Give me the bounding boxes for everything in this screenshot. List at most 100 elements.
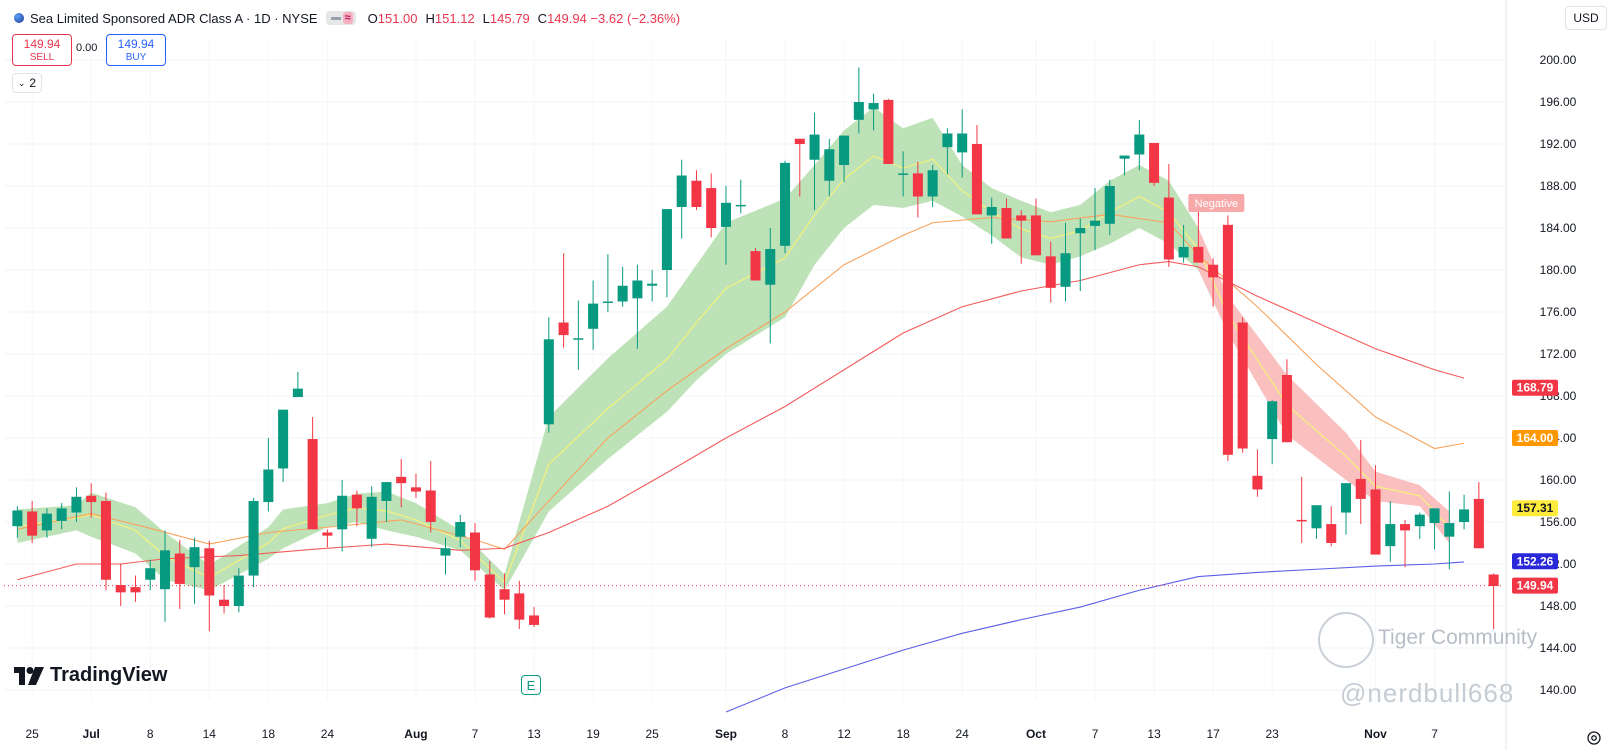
candle	[1281, 359, 1292, 443]
price-tick-label: 196.00	[1540, 95, 1577, 109]
candle-body	[602, 301, 613, 303]
candlesticks	[12, 67, 1499, 632]
negative-flag-label: Negative	[1195, 198, 1238, 210]
candle	[12, 506, 23, 538]
price-label-box	[1512, 577, 1558, 594]
price-axis: 200.00 196.00 192.00 188.00 184.00 180.00 176.…	[1505, 0, 1577, 750]
tradingview-mark-icon	[14, 666, 44, 685]
time-tick-label: Oct	[1026, 727, 1046, 741]
price-tick-label: 176.00	[1540, 305, 1577, 319]
settings-icon[interactable]	[1584, 728, 1604, 748]
ohlc-close-key: C	[537, 10, 548, 26]
price-tick-label: 148.00	[1540, 599, 1577, 613]
candle-body	[765, 249, 776, 285]
candle	[676, 159, 687, 239]
candle	[1178, 224, 1189, 263]
time-tick-label: 24	[321, 727, 335, 741]
candle-body	[1370, 489, 1381, 555]
candle	[957, 109, 968, 178]
candle	[1208, 258, 1219, 307]
candle-body	[853, 102, 864, 120]
ohlc-close-value: 149.94 −3.62 (−2.36%)	[547, 10, 681, 26]
candle-body	[366, 496, 377, 539]
candle-body	[1104, 186, 1115, 224]
candle	[927, 165, 938, 207]
candle-body	[292, 388, 303, 398]
candle	[1444, 491, 1455, 570]
candle-body	[71, 496, 82, 513]
candle-body	[1340, 483, 1352, 513]
candle	[233, 568, 244, 613]
candle	[189, 537, 200, 604]
time-tick-label: 24	[955, 727, 969, 741]
candle	[27, 501, 38, 543]
candle-body	[647, 283, 658, 286]
candle	[410, 473, 421, 498]
candle-body	[824, 149, 835, 181]
tradingview-logo[interactable]: TradingView	[14, 664, 167, 687]
time-tick-label: Nov	[1364, 727, 1387, 741]
candle-body	[130, 587, 141, 593]
candle	[1090, 188, 1101, 251]
tradingview-wordmark: TradingView	[50, 664, 168, 686]
buy-button[interactable]: 149.94 BUY	[106, 34, 166, 66]
candle-body	[115, 585, 126, 593]
price-label: 168.79	[1517, 381, 1554, 395]
symbol-legend[interactable]: Sea Limited Sponsored ADR Class A · 1D ·…	[14, 8, 684, 28]
price-label: 164.00	[1517, 431, 1554, 445]
candle	[514, 580, 525, 630]
candle-body	[469, 532, 481, 571]
candle-body	[307, 439, 318, 530]
candle	[1163, 163, 1174, 267]
candle	[1119, 155, 1130, 176]
candle	[1385, 501, 1396, 562]
ohlc-open-value: 151.00	[377, 10, 418, 26]
candle	[1267, 400, 1278, 465]
candle	[1001, 198, 1012, 239]
candle	[912, 161, 923, 218]
candle	[1326, 506, 1337, 547]
indicators-toggle[interactable]: ⌄ 2	[12, 73, 42, 93]
candle-body	[750, 251, 761, 281]
time-tick-label: 13	[527, 727, 541, 741]
candle	[588, 280, 599, 350]
candle-body	[1444, 523, 1455, 537]
candle-body	[278, 409, 289, 469]
candle-body	[337, 495, 348, 530]
candle	[1104, 179, 1115, 236]
candle-body	[425, 490, 436, 522]
candle	[307, 417, 318, 530]
candle	[351, 490, 362, 527]
time-tick-label: 18	[896, 727, 910, 741]
sell-label: SELL	[29, 52, 55, 63]
candle	[381, 482, 392, 522]
candle	[853, 67, 864, 134]
symbol-title[interactable]: Sea Limited Sponsored ADR Class A · 1D ·…	[30, 10, 318, 26]
buy-price: 149.94	[117, 37, 155, 51]
candle-body	[219, 599, 230, 606]
time-axis: 25 Jul 8 14 18 24 Aug 7 13 19 25 Sep 8 12 18 24 Oct 7 13 17…	[25, 727, 1438, 741]
candle-body	[440, 548, 451, 556]
candle-body	[1134, 134, 1145, 155]
currency-button[interactable]: USD	[1565, 6, 1607, 30]
sell-button[interactable]: 149.94 SELL	[12, 34, 72, 66]
candle-body	[676, 175, 687, 207]
candle-body	[189, 547, 200, 568]
time-tick-label: 12	[837, 727, 851, 741]
candle	[602, 254, 613, 312]
candle	[484, 560, 495, 619]
price-tick-label: 160.00	[1540, 473, 1577, 487]
time-tick-label: 8	[782, 727, 789, 741]
candle	[1045, 241, 1056, 303]
indicator-visibility-icon[interactable]: ≈	[325, 11, 356, 25]
time-tick-label: 25	[645, 727, 659, 741]
candle-body	[248, 501, 259, 576]
candle	[41, 508, 52, 538]
candle	[1459, 494, 1470, 530]
indicators-count: 2	[29, 76, 37, 90]
candle-body	[1060, 253, 1071, 287]
time-tick-label: 19	[586, 727, 600, 741]
earnings-event-badge[interactable]: E	[521, 675, 541, 695]
candle-body	[1193, 246, 1204, 263]
